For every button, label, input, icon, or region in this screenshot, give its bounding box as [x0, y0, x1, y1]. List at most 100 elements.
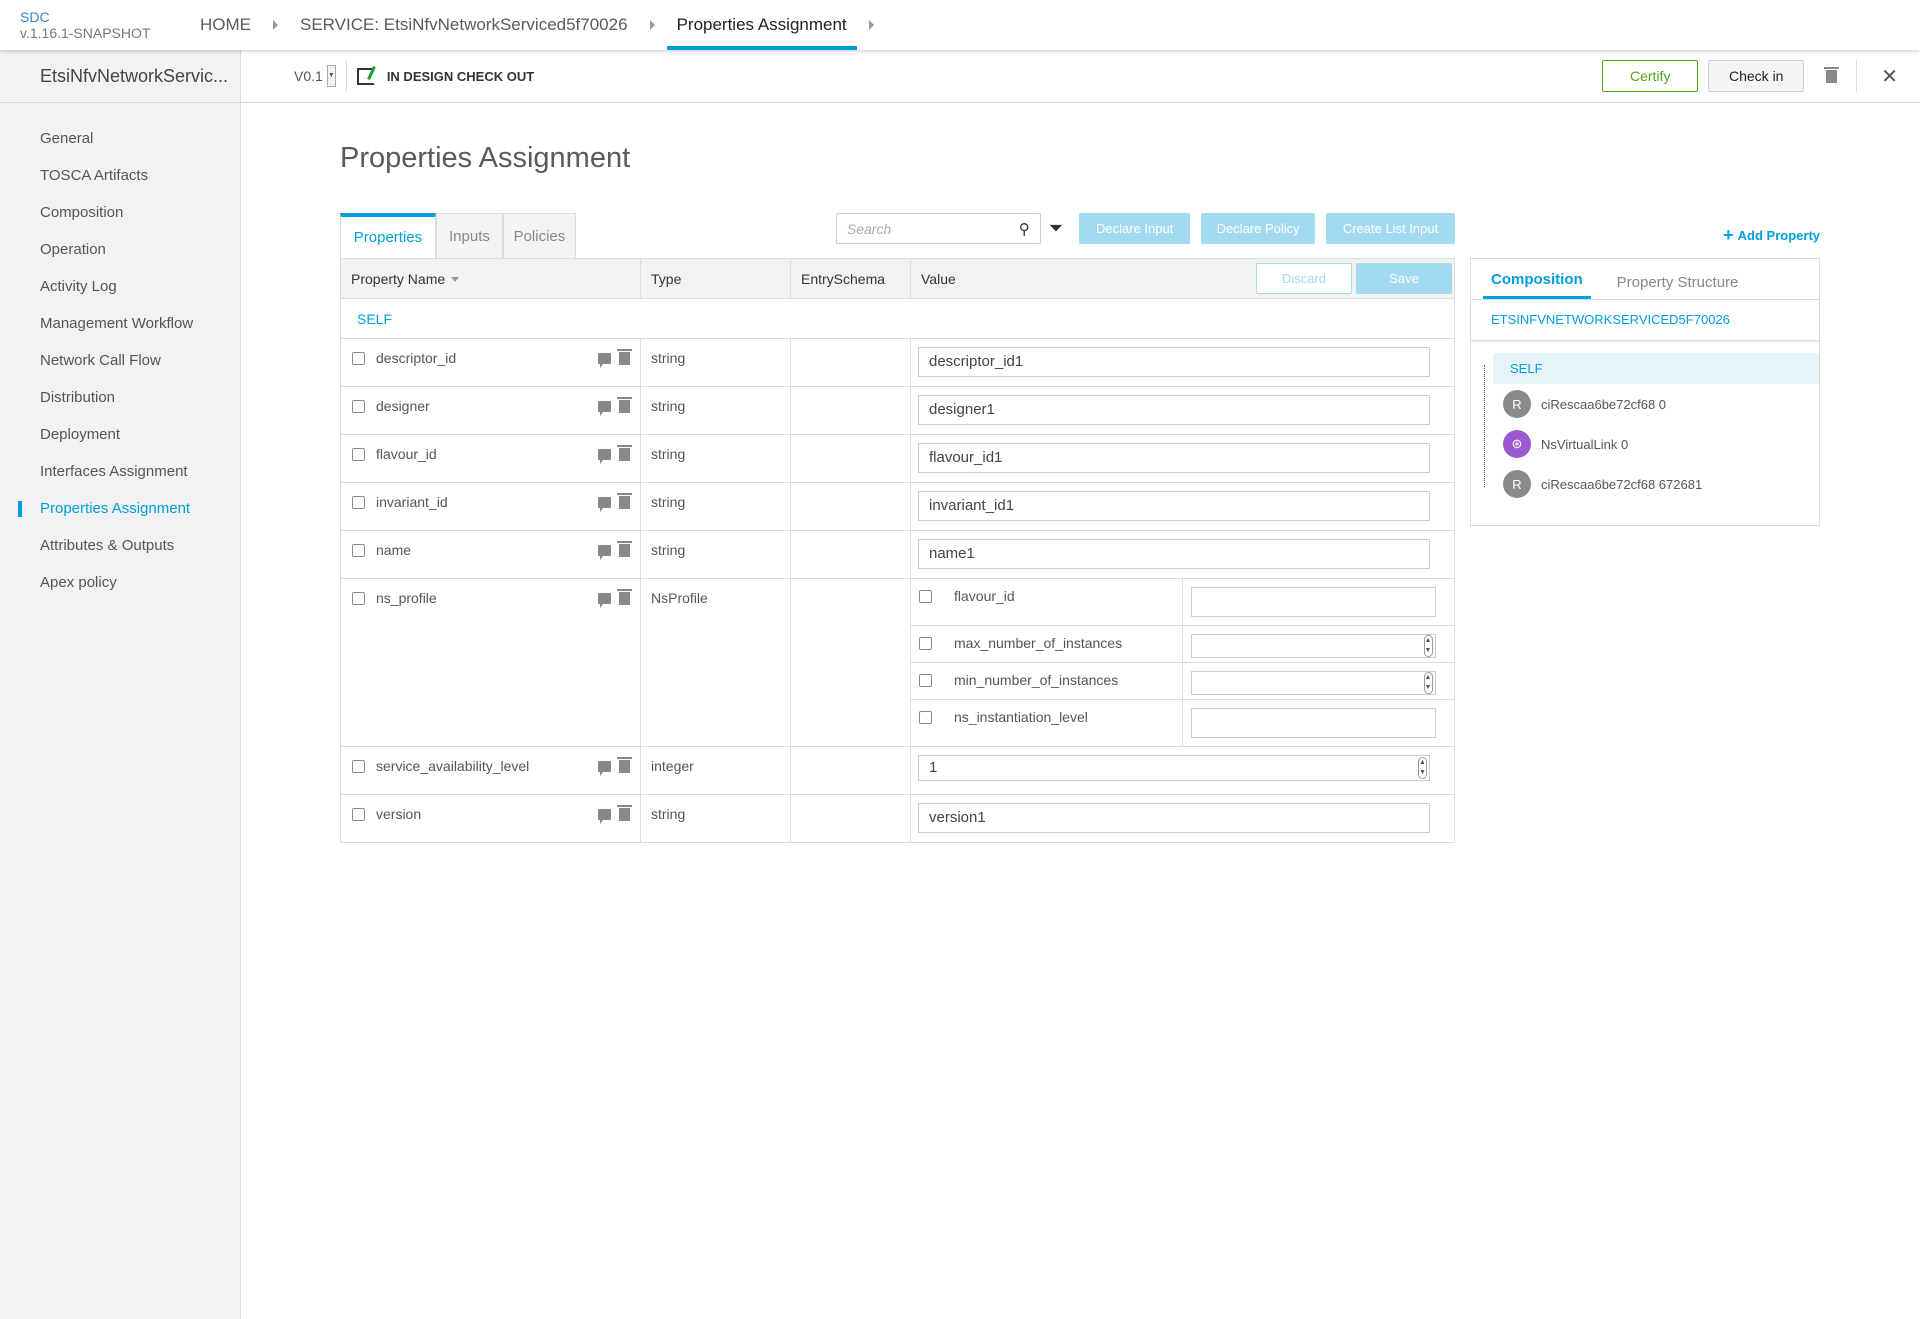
value-input[interactable]: invariant_id1: [918, 491, 1430, 521]
comment-icon[interactable]: [598, 448, 611, 464]
comment-icon[interactable]: [598, 808, 611, 824]
close-icon[interactable]: ✕: [1881, 65, 1898, 88]
logo[interactable]: SDC: [20, 9, 50, 25]
filter-icon[interactable]: ⏷: [1048, 218, 1064, 238]
row-checkbox[interactable]: [352, 807, 365, 821]
delete-icon[interactable]: [617, 804, 632, 821]
sub-property-row: min_number_of_instances ▲ ▼: [911, 662, 1454, 700]
row-checkbox[interactable]: [352, 759, 365, 773]
comment-icon[interactable]: [598, 400, 611, 416]
sidebar-item[interactable]: Distribution: [40, 389, 116, 406]
sub-value-input[interactable]: [1190, 708, 1436, 738]
sidebar-item[interactable]: Apex policy: [40, 574, 117, 591]
delete-icon[interactable]: [617, 588, 632, 605]
breadcrumb-service[interactable]: SERVICE: EtsiNfvNetworkServiced5f70026: [300, 15, 628, 34]
declare-policy-button[interactable]: Declare Policy: [1201, 213, 1316, 244]
delete-icon[interactable]: [617, 444, 632, 461]
value-input[interactable]: 1 ▲ ▼: [918, 755, 1430, 781]
tab-property-structure[interactable]: Property Structure: [1616, 274, 1739, 291]
service-node[interactable]: ETSINFVNETWORKSERVICED5F70026: [1471, 300, 1819, 341]
comment-icon[interactable]: [598, 544, 611, 560]
sidebar-item[interactable]: General: [40, 130, 94, 147]
row-checkbox[interactable]: [352, 399, 365, 413]
sub-property-name: max_number_of_instances: [954, 635, 1123, 651]
delete-icon[interactable]: [617, 756, 632, 773]
row-checkbox[interactable]: [352, 351, 365, 365]
value-input[interactable]: version1: [918, 803, 1430, 833]
stepper-icon[interactable]: ▲ ▼: [1423, 672, 1433, 694]
sub-checkbox[interactable]: [919, 673, 932, 687]
value-cell: descriptor_id1: [910, 338, 1455, 387]
search-icon[interactable]: ⚲: [1018, 220, 1030, 238]
search-input[interactable]: Search ⚲: [835, 213, 1041, 244]
row-checkbox[interactable]: [352, 495, 365, 509]
tab-inputs[interactable]: Inputs: [435, 213, 503, 258]
tree-item[interactable]: ⊛ NsVirtualLink 0: [1493, 424, 1819, 464]
sub-value-cell: ▲ ▼: [1182, 662, 1454, 700]
add-property-button[interactable]: + Add Property: [1470, 213, 1820, 258]
row-checkbox[interactable]: [352, 543, 365, 557]
entry-schema-cell: [790, 434, 911, 483]
delete-icon[interactable]: [617, 540, 632, 557]
version-select[interactable]: V0.1: [294, 68, 323, 84]
check-in-button[interactable]: Check in: [1708, 60, 1805, 92]
row-checkbox[interactable]: [352, 447, 365, 461]
delete-icon[interactable]: [617, 348, 632, 365]
breadcrumb-home[interactable]: HOME: [200, 15, 251, 34]
tab-composition[interactable]: Composition: [1483, 271, 1591, 299]
column-value: Value Discard Save: [910, 258, 1455, 299]
value-input[interactable]: flavour_id1: [918, 443, 1430, 473]
create-list-input-button[interactable]: Create List Input: [1326, 213, 1456, 244]
tab-policies[interactable]: Policies: [502, 213, 576, 258]
sidebar-item[interactable]: Management Workflow: [40, 315, 194, 332]
stepper-icon[interactable]: ▲ ▼: [1423, 635, 1433, 657]
sub-checkbox[interactable]: [919, 636, 932, 650]
sidebar-item[interactable]: Interfaces Assignment: [40, 463, 188, 480]
sub-checkbox[interactable]: [919, 710, 932, 724]
delete-icon[interactable]: [617, 396, 632, 413]
version-dropdown-icon[interactable]: ▼: [326, 65, 336, 87]
sub-value-input[interactable]: ▲ ▼: [1190, 671, 1436, 695]
sub-value-input[interactable]: ▲ ▼: [1190, 634, 1436, 658]
certify-button[interactable]: Certify: [1602, 60, 1699, 92]
sub-property-row: max_number_of_instances ▲ ▼: [911, 625, 1454, 663]
breadcrumb-current[interactable]: Properties Assignment: [666, 0, 857, 50]
row-checkbox[interactable]: [352, 591, 365, 605]
sub-value-input[interactable]: [1190, 587, 1436, 617]
sidebar-item[interactable]: Activity Log: [40, 278, 117, 295]
value-cell: invariant_id1: [910, 482, 1455, 531]
sidebar-item[interactable]: Attributes & Outputs: [40, 537, 175, 554]
sidebar-item[interactable]: Properties Assignment: [0, 490, 240, 527]
comment-icon[interactable]: [598, 592, 611, 608]
comment-icon[interactable]: [598, 352, 611, 368]
sort-icon[interactable]: [451, 277, 460, 283]
sub-name-cell: max_number_of_instances: [911, 625, 1183, 663]
delete-icon[interactable]: [1824, 66, 1840, 83]
value-cell: flavour_id1: [910, 434, 1455, 483]
save-button[interactable]: Save: [1356, 263, 1452, 294]
stepper-icon[interactable]: ▲ ▼: [1418, 757, 1427, 779]
column-property-name[interactable]: Property Name: [340, 258, 641, 299]
sidebar-item[interactable]: Operation: [40, 241, 106, 258]
value-input[interactable]: name1: [918, 539, 1430, 569]
comment-icon[interactable]: [598, 496, 611, 512]
sidebar-item[interactable]: Deployment: [40, 426, 121, 443]
tab-properties[interactable]: Properties: [340, 213, 436, 258]
declare-input-button[interactable]: Declare Input: [1079, 213, 1191, 244]
value-text: invariant_id1: [929, 497, 1015, 514]
value-cell: version1: [910, 794, 1455, 843]
sub-checkbox[interactable]: [919, 589, 932, 603]
comment-icon[interactable]: [598, 760, 611, 776]
value-input[interactable]: designer1: [918, 395, 1430, 425]
property-type: string: [640, 794, 791, 843]
sidebar-item[interactable]: TOSCA Artifacts: [40, 167, 149, 184]
discard-button[interactable]: Discard: [1256, 263, 1352, 294]
value-text: version1: [929, 809, 986, 826]
value-input[interactable]: descriptor_id1: [918, 347, 1430, 377]
tree-item-self[interactable]: SELF: [1493, 353, 1819, 384]
delete-icon[interactable]: [617, 492, 632, 509]
sidebar-item[interactable]: Network Call Flow: [40, 352, 161, 369]
sidebar-item[interactable]: Composition: [40, 204, 124, 221]
